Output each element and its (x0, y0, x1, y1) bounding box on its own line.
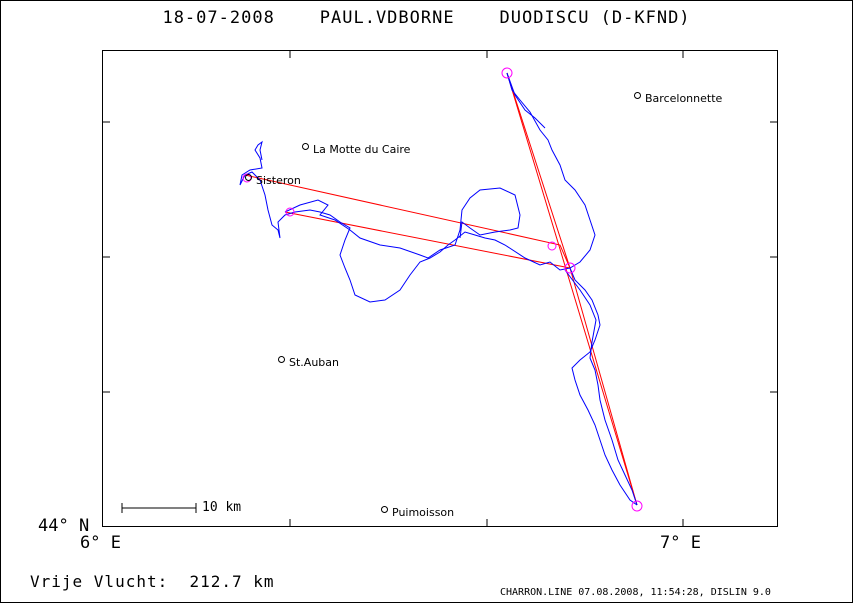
scale-bar-label: 10 km (202, 500, 242, 515)
place-marker-icon (278, 355, 285, 363)
place-marker-icon (245, 173, 252, 181)
distance-label: Vrije Vlucht: (30, 572, 169, 591)
latitude-label: 44° N (38, 516, 90, 536)
flight-track (239, 72, 638, 506)
flight-date: 18-07-2008 (162, 8, 275, 28)
place-la-motte-du-caire: La Motte du Caire (302, 142, 410, 156)
distance-summary: Vrije Vlucht: 212.7 km (30, 572, 275, 591)
place-marker-icon (634, 91, 641, 99)
place-sisteron: Sisteron (245, 173, 301, 187)
plot-info: CHARRON.LINE 07.08.2008, 11:54:28, DISLI… (500, 587, 771, 598)
place-marker-icon (381, 505, 388, 513)
place-puimoisson: Puimoisson (381, 505, 454, 519)
scale-bar (121, 503, 197, 513)
place-st-auban: St.Auban (278, 355, 339, 369)
map-plot-area (102, 50, 778, 527)
place-barcelonnette: Barcelonnette (634, 91, 722, 105)
pilot-name: PAUL.VDBORNE (319, 8, 455, 28)
longitude-label-right: 7° E (660, 533, 701, 553)
flight-title: 18-07-2008 PAUL.VDBORNE DUODISCU (D-KFND… (0, 8, 853, 28)
glider-name: DUODISCU (D-KFND) (499, 8, 691, 28)
place-marker-icon (302, 142, 309, 150)
distance-value: 212.7 km (189, 572, 275, 591)
axis-ticks (102, 50, 778, 527)
task-legs (244, 72, 638, 506)
longitude-label-left: 6° E (80, 533, 121, 553)
turnpoint-markers (242, 67, 643, 512)
